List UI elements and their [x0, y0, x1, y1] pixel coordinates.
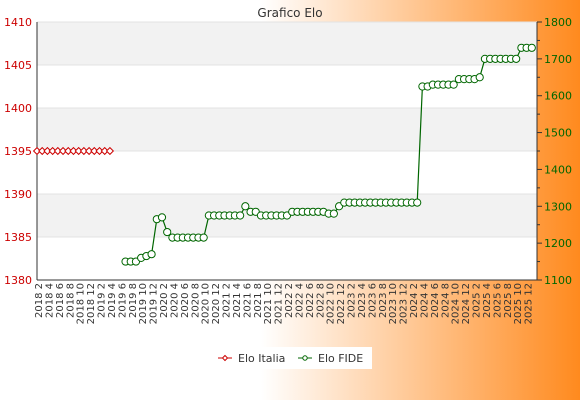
y-right-tick-label: 1200: [544, 237, 572, 250]
data-point: [512, 54, 521, 63]
x-tick-label: 2018 6: [55, 283, 66, 318]
x-tick-label: 2025 2: [472, 283, 483, 318]
y-right-tick-label: 1100: [544, 274, 572, 287]
legend-box: [210, 347, 372, 369]
chart-title: Grafico Elo: [257, 6, 322, 20]
x-tick-label: 2020 4: [169, 283, 180, 318]
x-tick-label: 2024 4: [419, 283, 430, 318]
data-point: [527, 43, 536, 52]
x-tick-label: 2023 2: [347, 283, 358, 318]
y-right-tick-label: 1800: [544, 16, 572, 29]
x-tick-label: 2025 4: [482, 283, 493, 318]
y-left-tick-label: 1400: [4, 102, 32, 115]
data-point: [475, 73, 484, 82]
y-right-tick-label: 1700: [544, 53, 572, 66]
data-point: [236, 211, 245, 220]
y-left-tick-label: 1385: [4, 231, 32, 244]
x-tick-label: 2019 4: [107, 283, 118, 318]
data-point: [329, 209, 338, 218]
x-tick-label: 2023 10: [388, 283, 399, 324]
x-tick-label: 2020 8: [190, 283, 201, 318]
x-tick-label: 2022 12: [336, 283, 347, 324]
data-point: [163, 227, 172, 237]
x-tick-label: 2019 10: [138, 283, 149, 324]
y-left-tick-label: 1405: [4, 59, 32, 72]
x-tick-label: 2023 8: [378, 283, 389, 318]
x-tick-label: 2025 6: [492, 283, 503, 318]
x-tick-label: 2021 6: [242, 283, 253, 318]
x-tick-label: 2023 6: [367, 283, 378, 318]
data-point: [449, 80, 458, 89]
plot-area: 1380 1385 1390 1395 1400 1405 1410 1100 1200 1300…: [4, 16, 572, 324]
x-tick-label: 2022 4: [294, 283, 305, 318]
y-left-tick-label: 1410: [4, 16, 32, 29]
legend-marker: [221, 354, 229, 362]
x-tick-label: 2019 6: [117, 283, 128, 318]
plot-band: [37, 22, 537, 65]
x-tick-label: 2019 8: [128, 283, 139, 318]
data-point: [147, 250, 156, 259]
y-right-tick-label: 1500: [544, 127, 572, 140]
y-right-tick-label: 1400: [544, 163, 572, 176]
x-tick-label: 2018 2: [34, 283, 45, 318]
x-tick-label: 2020 12: [211, 283, 222, 324]
x-tick-label: 2021 12: [274, 283, 285, 324]
plot-band: [37, 237, 537, 280]
x-tick-label: 2018 10: [76, 283, 87, 324]
data-point: [241, 202, 250, 211]
plot-band: [37, 151, 537, 194]
x-tick-label: 2019 2: [97, 283, 108, 318]
x-tick-label: 2018 4: [44, 283, 55, 318]
x-tick-label: 2024 10: [451, 283, 462, 324]
x-tick-label: 2019 12: [149, 283, 160, 324]
plot-band: [37, 65, 537, 108]
x-tick-label: 2018 12: [86, 283, 97, 324]
x-tick-label: 2022 6: [305, 283, 316, 318]
y-left-tick-label: 1390: [4, 188, 32, 201]
x-tick-label: 2021 10: [263, 283, 274, 324]
x-tick-label: 2022 8: [315, 283, 326, 318]
x-tick-label: 2022 10: [326, 283, 337, 324]
legend: Elo Italia Elo FIDE: [210, 347, 372, 369]
x-tick-label: 2025 12: [524, 283, 535, 324]
x-tick-label: 2021 2: [222, 283, 233, 318]
x-tick-label: 2018 8: [65, 283, 76, 318]
x-tick-label: 2023 12: [399, 283, 410, 324]
x-tick-label: 2021 4: [232, 283, 243, 318]
data-point: [413, 198, 422, 207]
x-tick-label: 2020 2: [159, 283, 170, 318]
x-tick-label: 2024 12: [461, 283, 472, 324]
y-left-tick-label: 1395: [4, 145, 32, 158]
x-tick-label: 2025 8: [503, 283, 514, 318]
y-left-tick-label: 1380: [4, 274, 32, 287]
x-tick-label: 2025 10: [513, 283, 524, 324]
x-tick-label: 2023 4: [357, 283, 368, 318]
legend-label: Elo Italia: [238, 352, 285, 365]
x-tick-label: 2024 2: [409, 283, 420, 318]
y-right-tick-label: 1300: [544, 200, 572, 213]
x-tick-label: 2022 2: [284, 283, 295, 318]
legend-marker: [302, 355, 308, 361]
legend-label: Elo FIDE: [318, 352, 363, 365]
x-tick-label: 2021 8: [253, 283, 264, 318]
x-tick-label: 2024 6: [430, 283, 441, 318]
x-tick-label: 2024 8: [440, 283, 451, 318]
data-point: [199, 233, 208, 242]
x-tick-label: 2020 10: [201, 283, 212, 324]
data-point: [105, 146, 115, 156]
y-right-tick-label: 1600: [544, 90, 572, 103]
x-tick-label: 2020 6: [180, 283, 191, 318]
data-point: [157, 213, 167, 222]
plot-band: [37, 108, 537, 151]
